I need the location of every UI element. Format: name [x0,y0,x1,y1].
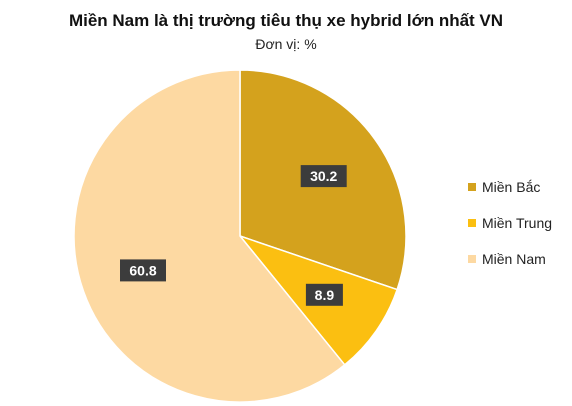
data-label-box [305,283,343,306]
chart-title: Miền Nam là thị trường tiêu thụ xe hybri… [68,11,504,30]
chart-legend: Miền Bắc Miền Trung Miền Nam [468,177,552,285]
data-label-text: 30.2 [310,168,337,184]
legend-label-mien-nam: Miền Nam [482,250,546,267]
legend-label-mien-bac: Miền Bắc [482,178,541,195]
data-label-box [300,165,347,188]
legend-swatch-mien-bac [468,182,476,191]
data-label-mien-trung: 8.9 [305,283,343,306]
legend-item-mien-nam: Miền Nam [468,249,552,268]
data-label-box [120,259,166,282]
legend-swatch-mien-trung [468,218,476,227]
legend-item-mien-trung: Miền Trung [468,213,552,232]
data-label-mien-bac: 30.2 [300,165,347,188]
chart-subtitle: Đơn vị: % [255,36,317,52]
legend-swatch-mien-nam [468,254,476,263]
data-label-mien-nam: 60.8 [120,259,166,282]
data-label-text: 8.9 [315,287,335,303]
data-label-text: 60.8 [129,262,156,278]
pie-slice-mien-nam [73,69,346,403]
legend-item-mien-bac: Miền Bắc [468,177,552,196]
legend-label-mien-trung: Miền Trung [482,214,553,231]
